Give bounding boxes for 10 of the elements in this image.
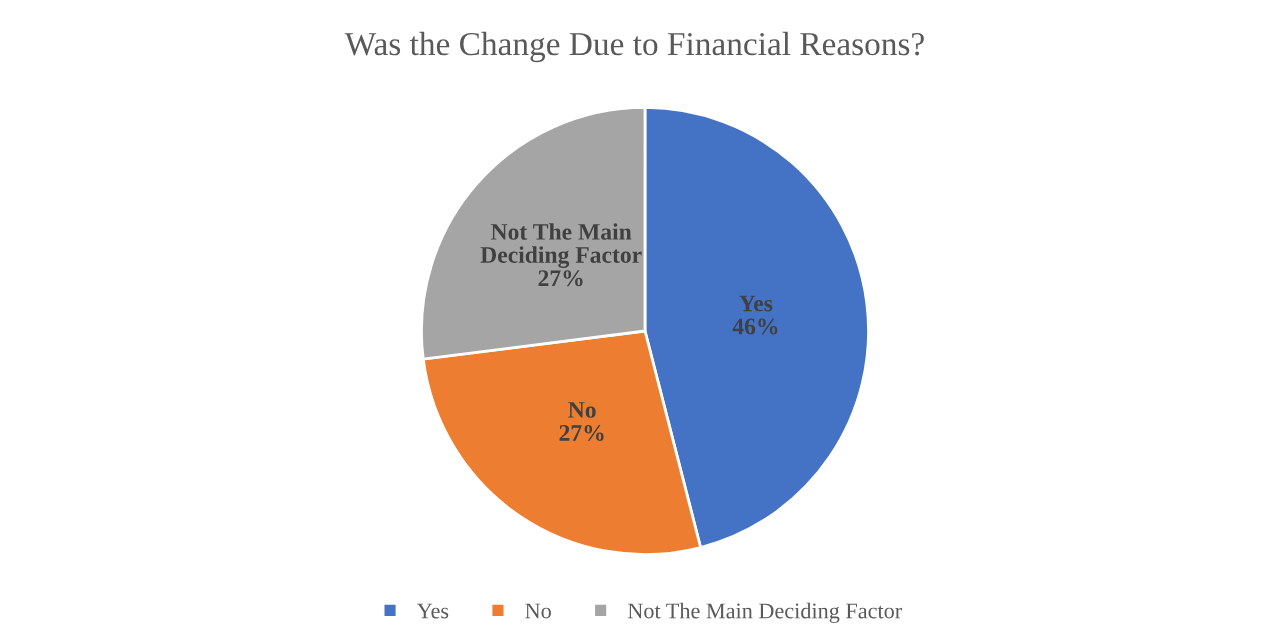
slice-label: Yes	[739, 295, 773, 312]
slice-label: Not The Main Deciding Factor	[480, 223, 642, 268]
legend-label: Not The Main Deciding Factor	[627, 602, 902, 623]
data-label: 27%	[538, 270, 583, 287]
data-label: 27%	[559, 424, 604, 441]
data-label: 46%	[732, 318, 778, 335]
legend-label: No	[525, 603, 551, 619]
legend-label: Yes	[416, 603, 449, 619]
slice-label: No	[568, 402, 596, 418]
chart-title: Was the Change Due to Financial Reasons?	[344, 31, 924, 63]
